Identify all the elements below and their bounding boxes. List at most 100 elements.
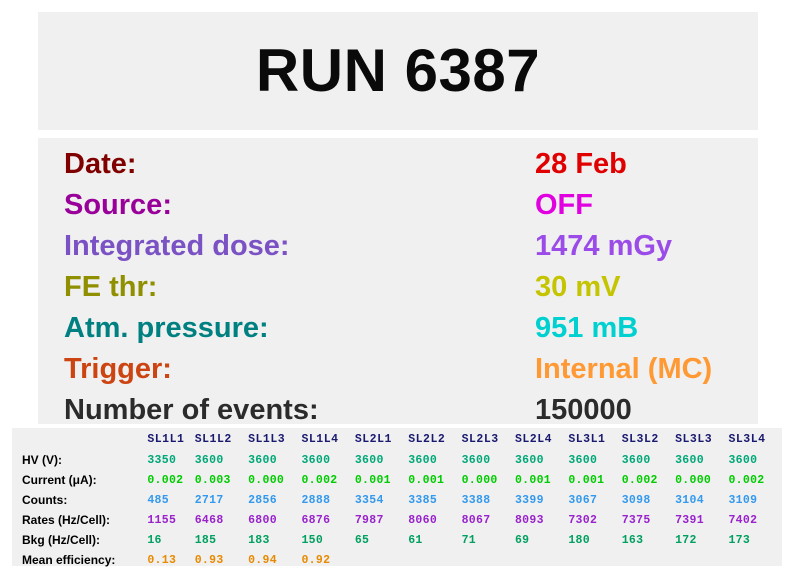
table-cell: 69	[514, 533, 530, 547]
table-cell: 0.13	[147, 553, 177, 567]
table-column-header: SL2L1	[354, 432, 392, 446]
table-cell: 3600	[354, 453, 384, 467]
table-cell: 150	[301, 533, 324, 547]
table-column-header: SL1L1	[147, 432, 185, 446]
table-cell: 3388	[461, 493, 491, 507]
table-column-header: SL1L4	[301, 432, 339, 446]
table-column-header: SL1L2	[194, 432, 232, 446]
table-cell: 2717	[194, 493, 224, 507]
table-cell: 6468	[194, 513, 224, 527]
info-value: 150000	[535, 394, 632, 426]
table-cell: 3600	[621, 453, 651, 467]
table-cell: 183	[248, 533, 270, 547]
table-cell: 7987	[354, 513, 384, 527]
table-cell: 3600	[728, 453, 758, 467]
table-cell	[622, 550, 675, 570]
table-row-label: HV (V):	[22, 453, 62, 467]
table-cell: 0.94	[248, 553, 277, 567]
table-column-header: SL2L4	[514, 432, 552, 446]
table-cell: 3399	[514, 493, 544, 507]
table-row: HV (V): 3350 3600 3600 3600 3600 3600 3600 3600 3…	[12, 450, 782, 470]
table-row-label: Bkg (Hz/Cell):	[22, 533, 100, 547]
table-cell: 2856	[248, 493, 277, 507]
table-cell: 3600	[514, 453, 544, 467]
table-cell	[568, 550, 621, 570]
table-cell: 3600	[461, 453, 491, 467]
table-row-label: Counts:	[22, 493, 68, 507]
info-value: 1474 mGy	[535, 230, 673, 262]
table-cell: 3104	[675, 493, 704, 507]
table-cell: 0.001	[514, 473, 551, 487]
table-cell: 8093	[514, 513, 544, 527]
table-cell: 180	[568, 533, 590, 547]
table-cell: 65	[354, 533, 370, 547]
table-cell: 3600	[248, 453, 277, 467]
table-cell: 0.93	[194, 553, 224, 567]
channel-stats-table: SL1L1 SL1L2 SL1L3 SL1L4 SL2L1 SL2L2 SL2L3 SL2L4…	[12, 428, 782, 570]
table-cell	[408, 550, 461, 570]
table-row-label: Mean efficiency:	[22, 553, 116, 567]
table-cell: 0.002	[728, 473, 765, 487]
table-column-header: SL3L1	[568, 432, 606, 446]
table-header-row: SL1L1 SL1L2 SL1L3 SL1L4 SL2L1 SL2L2 SL2L3 SL2L4…	[12, 428, 782, 450]
table-column-header: SL1L3	[248, 432, 286, 446]
run-info-label-column: Date: Source: Integrated dose: FE thr: Atm. …	[64, 144, 534, 431]
table-row: Counts: 485 2717 2856 2888 3354 3385 3388 3399 30…	[12, 490, 782, 510]
table-cell	[355, 550, 408, 570]
table-cell: 185	[194, 533, 217, 547]
table-cell: 0.000	[675, 473, 712, 487]
table-column-header: SL3L3	[675, 432, 713, 446]
table-cell: 3600	[301, 453, 331, 467]
table-cell: 7375	[621, 513, 651, 527]
info-value: OFF	[535, 189, 593, 221]
channel-stats-panel: SL1L1 SL1L2 SL1L3 SL1L4 SL2L1 SL2L2 SL2L3 SL2L4…	[12, 428, 782, 567]
table-cell: 7302	[568, 513, 598, 527]
info-label: Source:	[64, 189, 172, 221]
table-row-label: Current (μA):	[22, 473, 97, 487]
table-corner-cell	[12, 428, 141, 450]
table-cell: 0.002	[621, 473, 658, 487]
table-cell: 3354	[354, 493, 384, 507]
table-cell: 485	[147, 493, 169, 507]
info-value: Internal (MC)	[535, 353, 713, 385]
table-cell: 0.000	[461, 473, 498, 487]
table-cell: 3109	[728, 493, 758, 507]
table-cell: 0.92	[301, 553, 331, 567]
table-cell: 0.000	[248, 473, 285, 487]
table-cell: 3098	[621, 493, 651, 507]
table-cell: 3600	[675, 453, 704, 467]
table-cell: 173	[728, 533, 751, 547]
table-cell: 0.002	[301, 473, 338, 487]
table-column-header: SL2L2	[408, 432, 446, 446]
table-cell: 16	[147, 533, 162, 547]
table-cell: 8060	[408, 513, 438, 527]
table-cell: 6876	[301, 513, 331, 527]
table-cell	[728, 550, 782, 570]
info-value: 28 Feb	[535, 148, 627, 180]
info-label: Date:	[64, 148, 137, 180]
table-row: Mean efficiency: 0.13 0.93 0.94 0.92	[12, 550, 782, 570]
info-label: Atm. pressure:	[64, 312, 269, 344]
table-column-header: SL3L4	[728, 432, 766, 446]
table-row-label: Rates (Hz/Cell):	[22, 513, 111, 527]
table-cell: 0.001	[568, 473, 605, 487]
table-cell: 2888	[301, 493, 331, 507]
table-cell: 1155	[147, 513, 177, 527]
table-cell: 6800	[248, 513, 277, 527]
table-column-header: SL2L3	[461, 432, 499, 446]
table-row: Bkg (Hz/Cell): 16 185 183 150 65 61 71 69 180 163 1…	[12, 530, 782, 550]
info-label: Number of events:	[64, 394, 319, 426]
table-cell: 3600	[568, 453, 598, 467]
table-column-header: SL3L2	[621, 432, 659, 446]
table-row: Rates (Hz/Cell): 1155 6468 6800 6876 7987 8060…	[12, 510, 782, 530]
page-title: RUN 6387	[255, 37, 541, 104]
info-label: Integrated dose:	[64, 230, 290, 262]
table-cell: 61	[408, 533, 423, 547]
table-cell: 0.001	[408, 473, 445, 487]
table-cell: 7402	[728, 513, 758, 527]
info-label: Trigger:	[64, 353, 172, 385]
table-cell: 7391	[675, 513, 704, 527]
run-info-panel: Date: Source: Integrated dose: FE thr: Atm. …	[38, 138, 758, 426]
table-cell: 172	[675, 533, 697, 547]
table-cell	[515, 550, 568, 570]
